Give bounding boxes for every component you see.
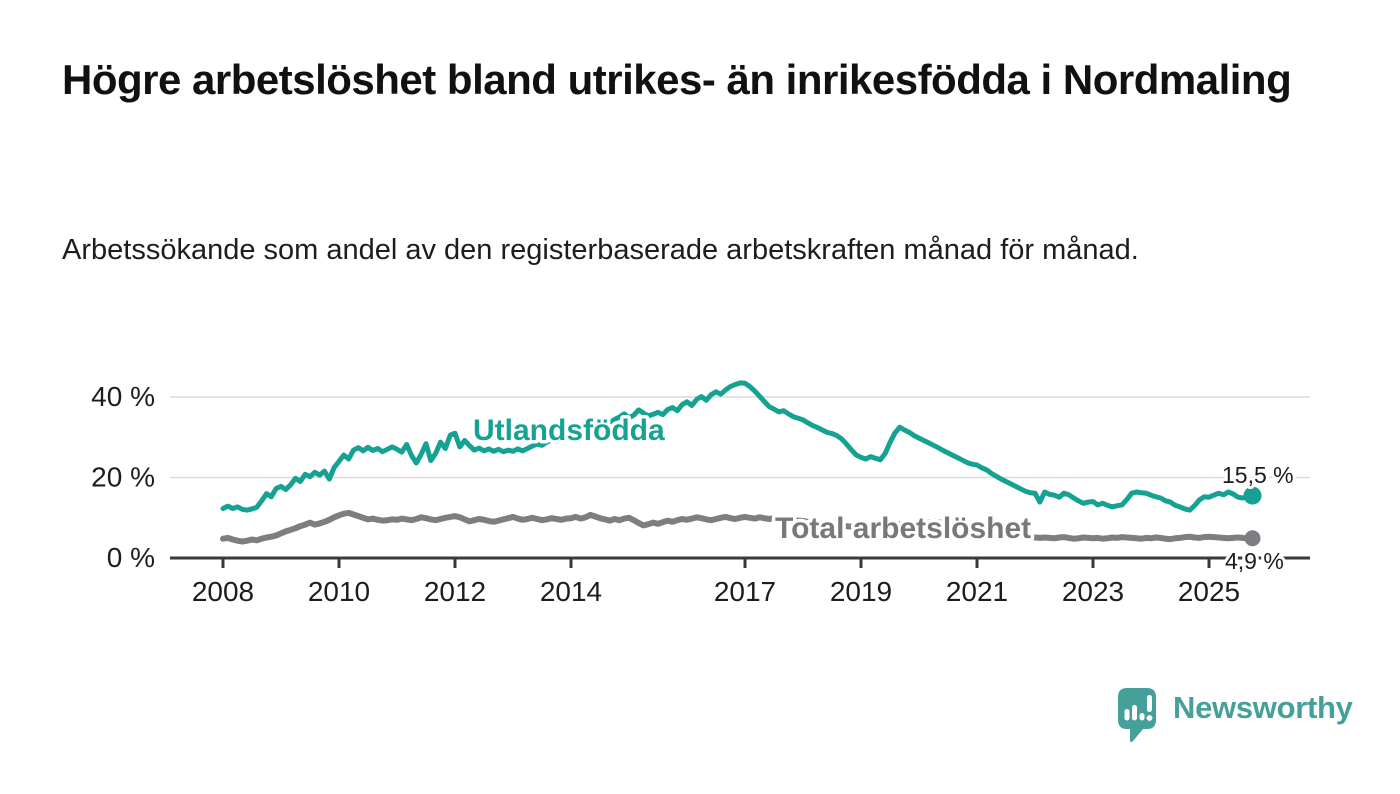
x-tick-label: 2021 <box>946 576 1008 607</box>
page-subtitle: Arbetssökande som andel av den registerb… <box>62 234 1139 266</box>
x-tick-label: 2023 <box>1062 576 1124 607</box>
x-tick-label: 2008 <box>192 576 254 607</box>
y-tick-label: 20 % <box>91 462 155 493</box>
page-title: Högre arbetslöshet bland utrikes- än inr… <box>62 56 1292 103</box>
series-inline-label: Total arbetslöshet <box>775 512 1031 545</box>
y-tick-label: 0 % <box>107 542 155 573</box>
x-tick-label: 2019 <box>830 576 892 607</box>
series-end-dot-foreign-born <box>1243 486 1262 505</box>
x-tick-label: 2025 <box>1178 576 1240 607</box>
y-tick-label: 40 % <box>91 381 155 412</box>
newsworthy-wordmark: Newsworthy <box>1173 690 1353 725</box>
series-line-total <box>220 509 1256 545</box>
series-line-foreign-born <box>220 380 1255 513</box>
series-end-value-label: 4,9 % <box>1225 548 1284 574</box>
x-tick-label: 2014 <box>540 576 602 607</box>
speech-bubble-bar-chart-exclamation-icon <box>1118 688 1156 743</box>
x-tick-label: 2010 <box>308 576 370 607</box>
newsworthy-logo: Newsworthy <box>1117 687 1353 745</box>
x-tick-label: 2012 <box>424 576 486 607</box>
series-end-dot-total <box>1244 530 1261 547</box>
x-tick-label: 2017 <box>714 576 776 607</box>
series-end-value-label: 15,5 % <box>1222 462 1294 488</box>
series-inline-label: Utlandsfödda <box>473 414 665 447</box>
